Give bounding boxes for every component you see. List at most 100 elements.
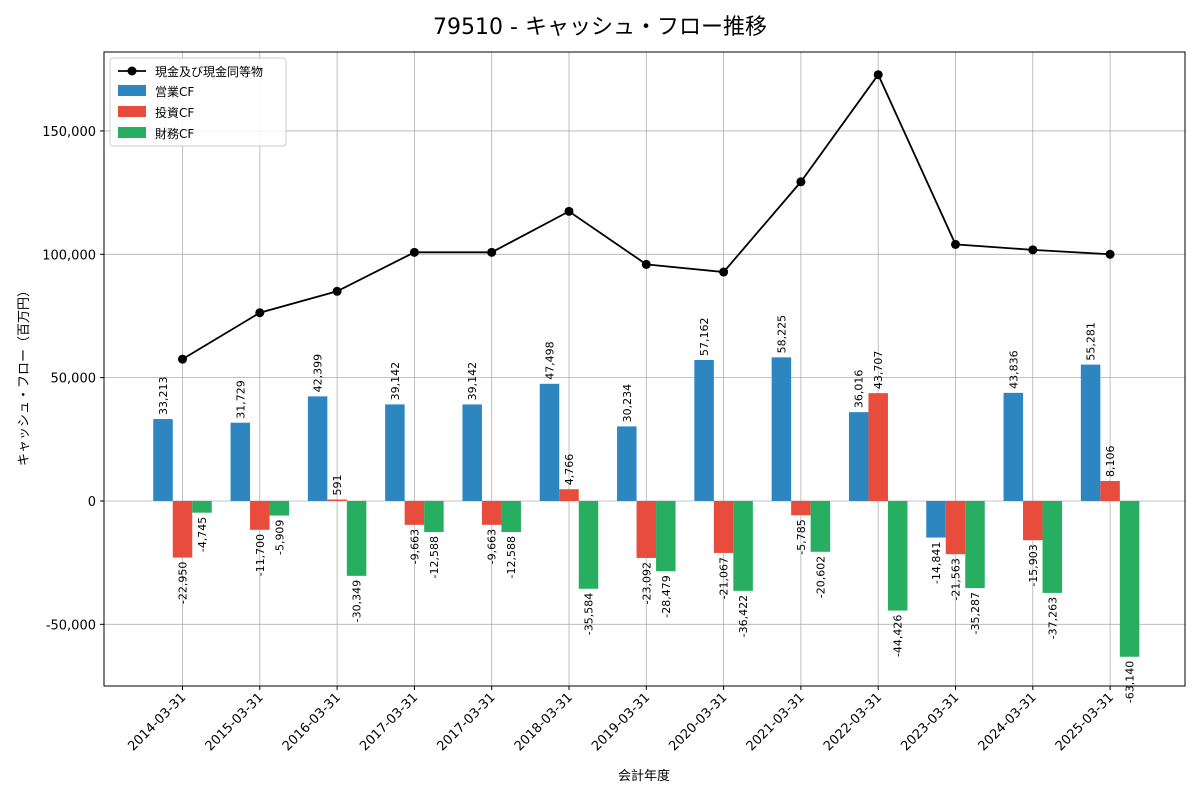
y-tick-label: -50,000 — [46, 618, 96, 633]
bar-label: 39,142 — [389, 362, 402, 401]
y-axis: -50,000 0 50,000 100,000 150,000 — [42, 125, 104, 633]
legend-label: 財務CF — [155, 126, 194, 141]
x-axis-label: 会計年度 — [618, 768, 670, 784]
x-tick-label: 2018-03-31 — [512, 690, 576, 754]
bar-label: -30,349 — [351, 580, 364, 622]
bar-label: 8,106 — [1104, 445, 1117, 477]
x-tick-label: 2022-03-31 — [821, 690, 885, 754]
bar-label: 43,707 — [872, 351, 885, 390]
bar-投資CF — [327, 499, 347, 501]
plot-frame — [103, 51, 1186, 687]
y-tick-label: 0 — [88, 495, 96, 510]
bar-label: -5,909 — [273, 520, 286, 555]
x-tick-label: 2025-03-31 — [1053, 690, 1117, 754]
cash-line — [178, 70, 1115, 364]
bar-財務CF — [656, 500, 676, 572]
bar-財務CF — [1119, 500, 1140, 657]
legend-swatch — [118, 85, 146, 96]
bar-label: -36,422 — [737, 595, 750, 637]
bar-label: -11,700 — [254, 534, 267, 576]
cash-line-point — [332, 286, 342, 296]
x-tick-label: 2021-03-31 — [744, 690, 808, 754]
cash-line-point — [564, 206, 574, 216]
bar-財務CF — [424, 500, 444, 533]
bar-label: -4,745 — [196, 517, 209, 552]
bar-財務CF — [810, 500, 831, 552]
bar-label: 47,498 — [544, 341, 557, 380]
bar-営業CF — [1003, 392, 1024, 501]
bar-営業CF — [771, 357, 792, 501]
bar-label: 39,142 — [466, 362, 479, 401]
bar-営業CF — [539, 383, 560, 501]
x-tick-label: 2017-03-31 — [434, 690, 498, 754]
cash-line-point — [409, 247, 419, 257]
x-tick-label: 2020-03-31 — [666, 690, 730, 754]
grid-lines — [104, 52, 1185, 686]
bar-label: 57,162 — [698, 317, 711, 356]
bar-label: -9,663 — [408, 529, 421, 564]
bar-財務CF — [346, 500, 367, 576]
bar-投資CF — [791, 500, 811, 516]
cash-line-point — [255, 308, 265, 318]
x-tick-label: 2019-03-31 — [589, 690, 653, 754]
legend-label: 営業CF — [155, 85, 194, 99]
bar-label: -5,785 — [795, 519, 808, 554]
bar-営業CF — [694, 359, 714, 501]
legend-swatch — [118, 127, 146, 138]
bar-label: 31,729 — [234, 380, 247, 419]
bar-投資CF — [404, 500, 425, 525]
bar-label: -14,841 — [930, 542, 943, 584]
bar-営業CF — [153, 419, 173, 501]
bar-営業CF — [307, 396, 328, 501]
bar-投資CF — [481, 500, 502, 525]
chart-title: 79510 - キャッシュ・フロー推移 — [433, 15, 767, 40]
x-axis: 2014-03-31 2015-03-31 2016-03-31 2017-03-31… — [125, 686, 1117, 754]
bar-投資CF — [868, 393, 888, 501]
x-tick-label: 2024-03-31 — [976, 690, 1040, 754]
x-tick-label: 2016-03-31 — [280, 690, 344, 754]
cash-line-point — [719, 267, 729, 277]
bar-営業CF — [617, 426, 637, 501]
bar-label: -35,584 — [583, 593, 596, 635]
cash-line-point — [487, 247, 497, 257]
bar-投資CF — [1023, 500, 1043, 541]
cash-line-point — [641, 259, 651, 269]
cash-line-point — [796, 177, 806, 187]
legend-swatch — [118, 106, 146, 117]
bar-営業CF — [385, 404, 405, 501]
bar-label: 42,399 — [312, 354, 325, 393]
cash-line-point — [1105, 249, 1115, 259]
bar-営業CF — [462, 404, 482, 501]
bar-投資CF — [172, 500, 193, 558]
x-tick-label: 2023-03-31 — [898, 690, 962, 754]
bar-財務CF — [1042, 500, 1063, 593]
legend-line-marker — [127, 66, 137, 76]
bar-財務CF — [501, 500, 521, 533]
x-tick-label: 2017-03-31 — [357, 690, 421, 754]
bar-投資CF — [559, 489, 579, 501]
bar-label: 591 — [331, 475, 344, 496]
bar-投資CF — [250, 500, 270, 530]
bar-営業CF — [926, 500, 946, 538]
x-tick-label: 2014-03-31 — [125, 690, 189, 754]
legend-box — [109, 57, 287, 147]
legend-label: 投資CF — [155, 105, 194, 120]
x-tick-label: 2015-03-31 — [203, 690, 267, 754]
bar-label: 4,766 — [563, 454, 576, 486]
y-tick-label: 150,000 — [42, 125, 96, 140]
bar-投資CF — [636, 500, 657, 558]
bar-label: -21,563 — [950, 558, 963, 600]
bar-財務CF — [578, 500, 599, 589]
bar-営業CF — [1080, 364, 1101, 501]
bar-label: 36,016 — [853, 370, 866, 409]
bar-label: -35,287 — [969, 592, 982, 634]
bar-label: -37,263 — [1046, 597, 1059, 639]
bar-label: -12,588 — [505, 536, 518, 578]
bar-label: 33,213 — [157, 377, 170, 416]
bar-label: -21,067 — [718, 557, 731, 599]
y-tick-label: 50,000 — [51, 372, 97, 387]
bars — [153, 357, 1140, 657]
bar-財務CF — [733, 500, 753, 591]
